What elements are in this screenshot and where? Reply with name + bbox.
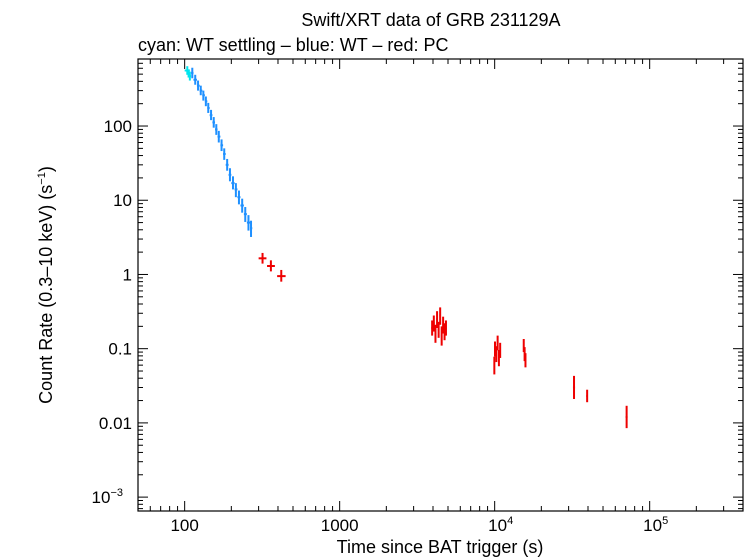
x-tick-label-exponent: 5 xyxy=(662,515,668,527)
axis-ticks xyxy=(137,58,744,511)
chart-title: Swift/XRT data of GRB 231129A xyxy=(301,10,560,30)
x-axis-label: Time since BAT trigger (s) xyxy=(337,537,544,557)
data-point xyxy=(524,353,527,368)
data-point xyxy=(202,90,205,101)
data-point xyxy=(437,321,440,338)
data-point xyxy=(277,269,286,282)
plot-frame xyxy=(137,58,744,512)
x-tick-label-base: 10 xyxy=(643,516,662,535)
data-point xyxy=(225,158,229,171)
x-tick-label: 104 xyxy=(488,515,513,535)
data-point xyxy=(204,96,208,107)
x-tick-label: 100 xyxy=(170,516,198,535)
data-point xyxy=(223,148,226,160)
data-point xyxy=(493,356,496,375)
data-point xyxy=(199,85,203,96)
data-point xyxy=(440,326,443,346)
data-point xyxy=(215,124,218,135)
data-point xyxy=(495,346,498,363)
data-point xyxy=(250,220,253,237)
data-point xyxy=(432,315,435,332)
data-point xyxy=(191,67,194,79)
y-tick-label: 1 xyxy=(123,265,132,284)
x-tick-label-exponent: 4 xyxy=(507,515,513,527)
x-tick-labels: 100 1000 104 105 xyxy=(170,515,668,535)
y-axis-label: Count Rate (0.3–10 keV) (s−1) xyxy=(36,166,56,404)
y-axis-label-sup: −1 xyxy=(36,172,48,185)
y-axis-label-close: ) xyxy=(36,166,56,172)
data-point xyxy=(494,341,497,357)
y-tick-label-base: 10 xyxy=(92,488,111,507)
data-point xyxy=(497,349,500,367)
data-point xyxy=(217,130,221,143)
data-point xyxy=(439,307,442,325)
data-point xyxy=(209,109,213,121)
data-point xyxy=(231,176,235,190)
y-tick-label: 0.01 xyxy=(99,414,132,433)
y-tick-label: 10−3 xyxy=(92,487,123,507)
y-tick-label: 10 xyxy=(113,191,132,210)
data-point xyxy=(212,117,216,128)
data-point xyxy=(228,168,232,182)
chart-subtitle: cyan: WT settling – blue: WT – red: PC xyxy=(138,35,448,55)
data-point xyxy=(196,80,200,91)
data-point xyxy=(586,389,589,403)
data-point xyxy=(243,207,247,222)
data-point xyxy=(434,324,437,343)
data-point xyxy=(193,74,197,85)
y-tick-label: 100 xyxy=(104,117,132,136)
data-point xyxy=(625,405,628,429)
x-tick-label: 105 xyxy=(643,515,668,535)
y-tick-label-exponent: −3 xyxy=(110,487,123,499)
x-tick-label-base: 10 xyxy=(488,516,507,535)
data-point xyxy=(572,375,576,399)
data-point xyxy=(234,183,238,198)
data-point xyxy=(444,320,447,336)
data-point xyxy=(188,71,192,81)
x-tick-label: 1000 xyxy=(321,516,359,535)
data-point xyxy=(496,335,499,351)
data-points xyxy=(184,66,628,429)
data-point xyxy=(240,198,244,213)
y-axis-label-main: Count Rate (0.3–10 keV) (s xyxy=(36,185,56,404)
data-point xyxy=(436,311,439,328)
data-point xyxy=(258,252,267,264)
data-point xyxy=(499,342,502,358)
data-point xyxy=(237,190,241,205)
data-point xyxy=(207,102,210,113)
y-tick-label: 0.1 xyxy=(108,340,132,359)
data-point xyxy=(246,215,251,231)
data-point xyxy=(220,139,224,152)
data-point xyxy=(267,260,275,272)
data-point xyxy=(431,320,434,336)
